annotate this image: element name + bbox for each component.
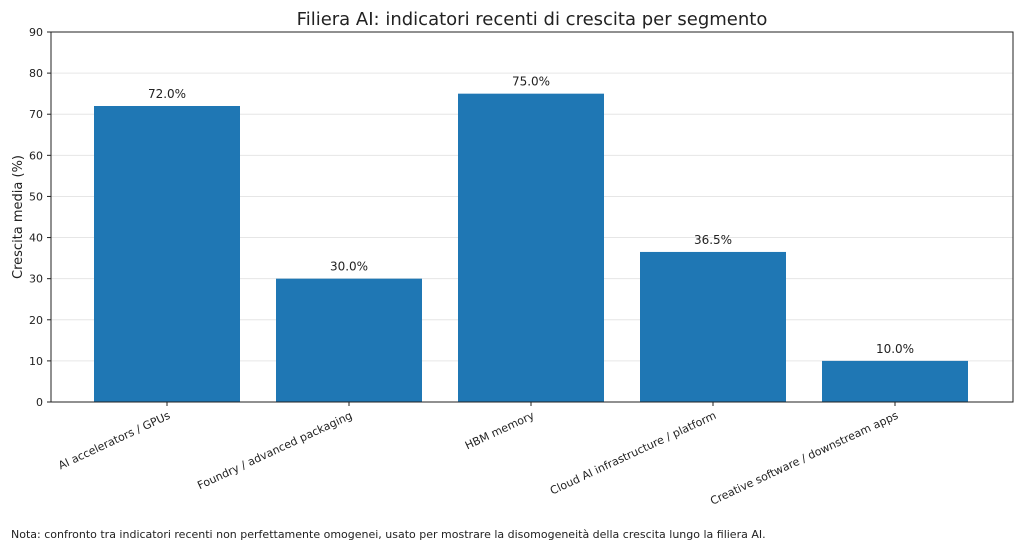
y-axis-label: Crescita media (%) [11, 155, 26, 279]
bar [94, 106, 240, 402]
chart-title: Filiera AI: indicatori recenti di cresci… [297, 9, 768, 30]
data-label: 30.0% [330, 260, 368, 274]
data-label: 72.0% [148, 87, 186, 101]
x-tick-label: Foundry / advanced packaging [195, 409, 354, 492]
x-tick-label: Cloud AI infrastructure / platform [548, 409, 718, 498]
bar [640, 251, 786, 402]
footnote: Nota: confronto tra indicatori recenti n… [11, 528, 766, 541]
y-tick-label: 90 [29, 26, 43, 39]
data-label: 36.5% [694, 233, 732, 247]
x-tick-label: Creative software / downstream apps [708, 409, 900, 508]
plot-frame [50, 31, 1014, 403]
data-label: 75.0% [512, 75, 550, 89]
bar [822, 360, 968, 402]
y-tick-label: 50 [29, 190, 43, 203]
x-tick-label: AI accelerators / GPUs [56, 409, 172, 472]
data-label: 10.0% [876, 342, 914, 356]
y-tick-label: 80 [29, 67, 43, 80]
y-tick-label: 0 [36, 396, 43, 409]
y-tick-label: 20 [29, 314, 43, 327]
y-tick-label: 60 [29, 149, 43, 162]
y-tick-label: 10 [29, 355, 43, 368]
x-tick-label: HBM memory [463, 409, 537, 453]
y-tick-label: 40 [29, 232, 43, 245]
bar [276, 278, 422, 402]
y-tick-label: 30 [29, 273, 43, 286]
y-tick-label: 70 [29, 108, 43, 121]
bar [458, 93, 604, 403]
